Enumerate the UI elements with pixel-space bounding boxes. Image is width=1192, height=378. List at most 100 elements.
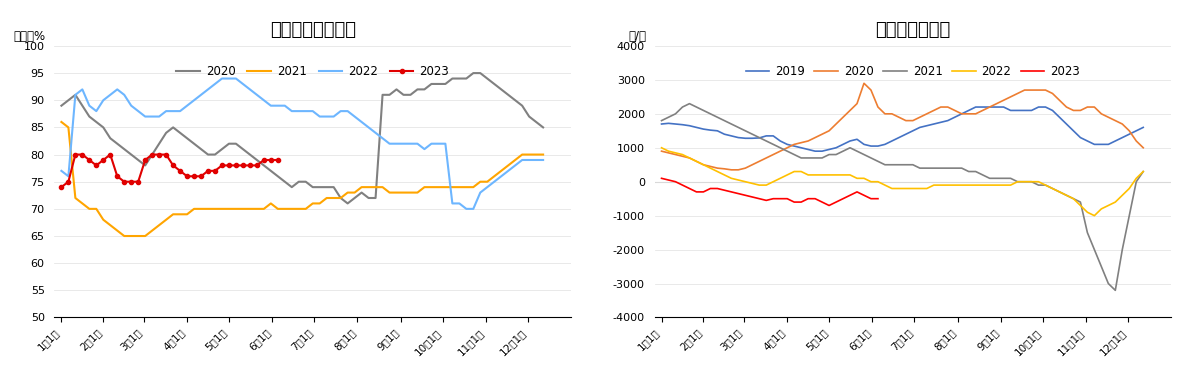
2023 [145, 152, 160, 157]
2020 [166, 125, 180, 130]
2019 [766, 133, 781, 138]
2023 [180, 174, 194, 178]
2023 [710, 186, 725, 191]
Line: 2023: 2023 [60, 152, 280, 189]
2022 [1087, 214, 1101, 218]
2023 [815, 200, 830, 204]
2020 [256, 163, 271, 168]
2022 [327, 114, 341, 119]
2022 [263, 104, 278, 108]
Legend: 2019, 2020, 2021, 2022, 2023: 2019, 2020, 2021, 2022, 2023 [741, 60, 1085, 82]
Line: 2020: 2020 [62, 73, 544, 203]
2021 [473, 180, 488, 184]
2023 [836, 197, 850, 201]
2023 [780, 197, 794, 201]
2023 [82, 158, 97, 162]
2023 [187, 174, 201, 178]
2020 [857, 81, 871, 85]
2023 [131, 180, 145, 184]
Text: 单位：%: 单位：% [13, 29, 45, 43]
2020 [55, 104, 69, 108]
2023 [843, 193, 857, 198]
2019 [969, 105, 983, 109]
2023 [766, 197, 781, 201]
2021 [466, 185, 480, 189]
2023 [787, 200, 801, 204]
2019 [808, 149, 822, 153]
2023 [153, 152, 167, 157]
2022 [1136, 169, 1150, 174]
2022 [459, 207, 473, 211]
Line: 2021: 2021 [662, 104, 1143, 290]
2021 [536, 152, 551, 157]
2021 [1073, 200, 1087, 204]
2021 [117, 234, 131, 238]
2020 [201, 152, 216, 157]
2023 [745, 195, 759, 199]
2023 [689, 190, 703, 194]
2023 [718, 188, 732, 192]
2023 [696, 190, 710, 194]
2021 [926, 166, 940, 170]
2020 [808, 135, 822, 140]
2022 [654, 146, 669, 150]
2023 [725, 190, 739, 194]
2022 [536, 158, 551, 162]
2023 [89, 163, 104, 168]
2021 [774, 146, 788, 150]
2021 [682, 101, 696, 106]
2023 [173, 169, 187, 173]
2023 [97, 158, 111, 162]
Line: 2023: 2023 [662, 178, 879, 206]
2020 [654, 149, 669, 153]
2020 [725, 167, 739, 172]
2023 [759, 198, 774, 203]
2023 [236, 163, 250, 168]
2022 [718, 173, 732, 177]
2022 [480, 185, 495, 189]
2023 [801, 197, 815, 201]
2023 [682, 186, 696, 191]
2023 [774, 197, 788, 201]
2019 [926, 122, 940, 126]
2023 [794, 200, 808, 204]
2023 [229, 163, 243, 168]
Title: 甲醇制烯烃利润: 甲醇制烯烃利润 [875, 21, 950, 39]
2020 [871, 105, 886, 109]
2023 [857, 193, 871, 198]
2020 [319, 185, 334, 189]
2022 [1060, 193, 1074, 198]
2023 [703, 186, 718, 191]
2023 [215, 163, 229, 168]
2023 [194, 174, 209, 178]
2023 [676, 183, 690, 187]
2023 [159, 152, 173, 157]
2023 [201, 169, 216, 173]
2021 [1109, 288, 1123, 293]
2022 [166, 109, 180, 113]
Line: 2022: 2022 [62, 79, 544, 209]
2022 [215, 76, 229, 81]
Title: 甲醇制烯烃开工率: 甲醇制烯烃开工率 [269, 21, 355, 39]
2023 [222, 163, 236, 168]
2019 [1080, 139, 1094, 143]
2020 [117, 147, 131, 152]
2022 [1067, 197, 1081, 201]
2022 [766, 180, 781, 184]
2023 [808, 197, 822, 201]
2022 [801, 173, 815, 177]
2019 [1136, 125, 1150, 130]
2023 [263, 158, 278, 162]
2019 [654, 122, 669, 126]
2023 [55, 185, 69, 189]
2020 [480, 76, 495, 81]
2021 [55, 120, 69, 124]
2020 [774, 149, 788, 153]
2023 [61, 180, 75, 184]
2023 [828, 200, 843, 204]
2019 [864, 144, 879, 148]
2023 [124, 180, 138, 184]
2023 [850, 190, 864, 194]
2023 [256, 158, 271, 162]
2021 [124, 234, 138, 238]
